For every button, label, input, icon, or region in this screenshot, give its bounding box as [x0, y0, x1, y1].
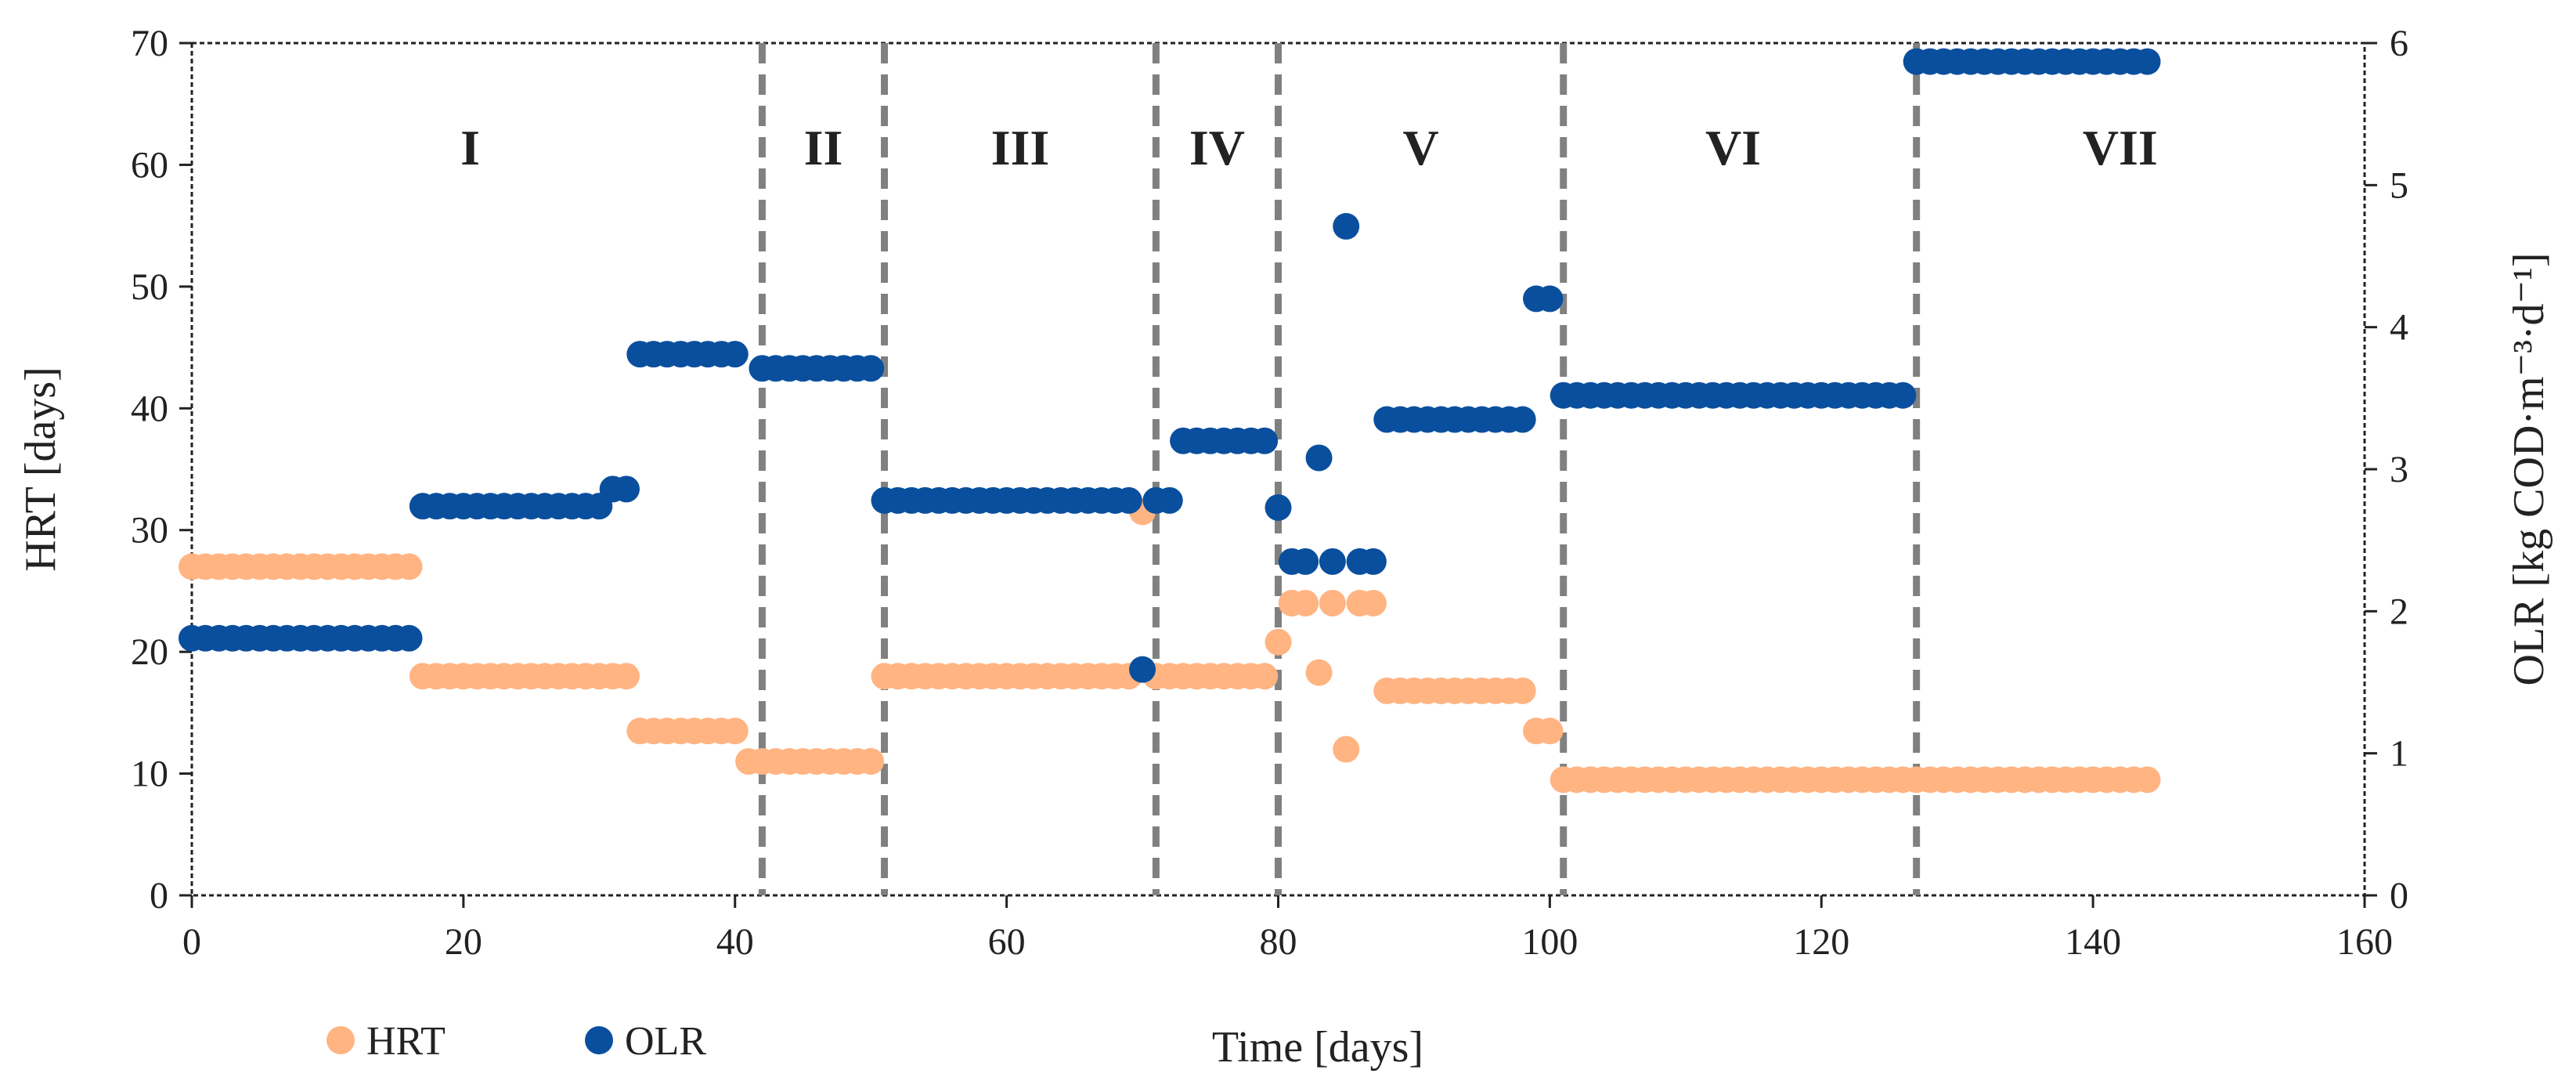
y-tick-label: 50	[131, 266, 168, 308]
legend-hrt-marker	[327, 1026, 355, 1054]
y-axis-title: HRT [days]	[16, 367, 65, 572]
hrt-point	[1509, 677, 1536, 704]
x-tick-label: 20	[445, 921, 482, 963]
x-axis-title: Time [days]	[1212, 1023, 1423, 1072]
olr-point	[1265, 494, 1292, 521]
hrt-point	[1536, 718, 1564, 745]
y-tick-label: 60	[131, 144, 168, 186]
left-axis-ticks: 0 10 20 30 40 50 60 70	[131, 23, 192, 916]
hrt-point	[1292, 589, 1319, 616]
phase-label: I	[460, 120, 480, 175]
olr-point	[395, 624, 423, 652]
y2-axis-title: OLR [kg COD·m⁻³·d⁻¹]	[2505, 252, 2553, 685]
phase-boundaries	[758, 43, 1921, 895]
y2-tick-label: 3	[2390, 449, 2408, 490]
hrt-point	[613, 663, 640, 690]
x-axis-ticks: 0 20 40 60 80 100 120 140 160	[182, 895, 2393, 963]
y2-tick-label: 0	[2390, 875, 2408, 916]
olr-point	[857, 355, 885, 382]
olr-point	[1292, 548, 1319, 575]
hrt-point	[857, 748, 885, 776]
olr-point	[1333, 212, 1360, 240]
olr-point	[1129, 656, 1156, 683]
y2-tick-label: 5	[2390, 164, 2408, 206]
hrt-point	[395, 553, 423, 580]
hrt-point	[1305, 659, 1333, 686]
y2-tick-label: 1	[2390, 733, 2408, 775]
olr-point	[1319, 548, 1346, 575]
hrt-point	[721, 718, 749, 745]
hrt-point	[1251, 663, 1279, 690]
phase-labels: I II III IV V VI VII	[460, 120, 2158, 175]
olr-point	[1115, 486, 1142, 514]
x-tick-label: 80	[1260, 921, 1297, 963]
y-tick-label: 30	[131, 510, 168, 551]
right-axis-ticks: 0 1 2 3 4 5 6	[2365, 23, 2408, 916]
y-tick-label: 10	[131, 754, 168, 795]
hrt-point	[1265, 628, 1292, 656]
olr-point	[1359, 548, 1387, 575]
y-tick-label: 70	[131, 23, 168, 64]
hrt-point	[1359, 589, 1387, 616]
olr-point	[613, 475, 640, 503]
x-tick-label: 60	[988, 921, 1026, 963]
y-tick-label: 20	[131, 631, 168, 673]
phase-label: IV	[1189, 120, 1245, 175]
phase-label: V	[1403, 120, 1439, 175]
x-tick-label: 100	[1521, 921, 1578, 963]
olr-point	[1536, 285, 1564, 313]
phase-label: III	[991, 120, 1050, 175]
olr-point	[1156, 486, 1183, 514]
y-tick-label: 0	[150, 875, 168, 916]
olr-point	[721, 341, 749, 368]
x-tick-label: 140	[2065, 921, 2121, 963]
x-tick-label: 160	[2336, 921, 2393, 963]
legend-olr-label: OLR	[625, 1019, 706, 1064]
hrt-series	[179, 498, 2161, 794]
x-tick-label: 120	[1793, 921, 1849, 963]
olr-point	[2134, 48, 2161, 75]
y-tick-label: 40	[131, 388, 168, 429]
olr-point	[1889, 381, 1917, 409]
olr-point	[1305, 444, 1333, 472]
x-tick-label: 40	[716, 921, 754, 963]
legend-hrt-label: HRT	[366, 1019, 446, 1064]
x-tick-label: 0	[182, 921, 201, 963]
hrt-point	[1319, 589, 1346, 616]
legend: HRT OLR	[327, 1019, 706, 1064]
olr-point	[1509, 406, 1536, 433]
legend-olr-marker	[585, 1026, 613, 1054]
y2-tick-label: 6	[2390, 23, 2408, 64]
phase-label: VII	[2083, 120, 2158, 175]
phase-label: II	[804, 120, 843, 175]
y2-tick-label: 2	[2390, 591, 2408, 632]
olr-series	[179, 48, 2161, 683]
hrt-point	[1333, 736, 1360, 763]
olr-point	[1251, 427, 1279, 454]
y2-tick-label: 4	[2390, 307, 2408, 349]
phase-label: VI	[1705, 120, 1761, 175]
hrt-point	[2134, 766, 2161, 794]
